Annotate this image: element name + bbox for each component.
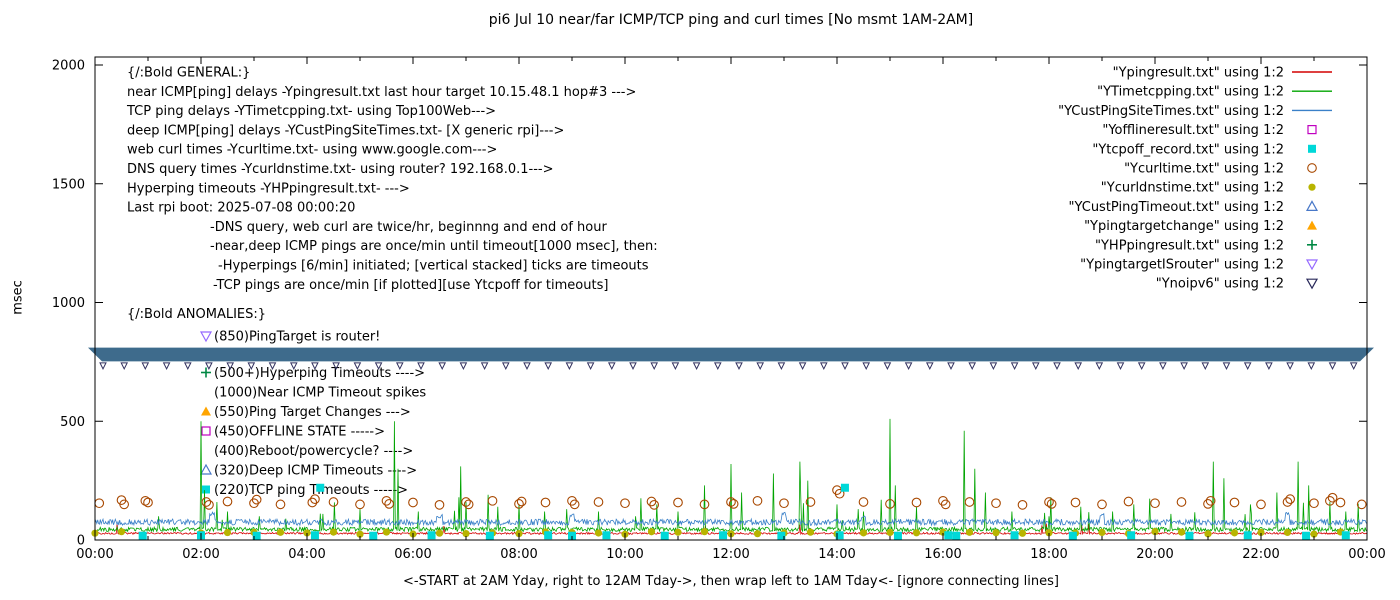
legend-item: "YHPpingresult.txt" using 1:2: [1095, 238, 1317, 253]
series-points: [91, 483, 1367, 540]
svg-text:-DNS query, web curl are twice: -DNS query, web curl are twice/hr, begin…: [210, 220, 607, 235]
svg-text:16:00: 16:00: [924, 547, 961, 562]
legend-item: "Ycurltime.txt" using 1:2: [1124, 162, 1317, 177]
svg-text:Hyperping timeouts -YHPpingres: Hyperping timeouts -YHPpingresult.txt- -…: [127, 181, 410, 196]
svg-text:02:00: 02:00: [182, 547, 219, 562]
svg-text:1500: 1500: [52, 177, 85, 192]
chart-title: pi6 Jul 10 near/far ICMP/TCP ping and cu…: [488, 12, 974, 28]
legend-item: "Ypingresult.txt" using 1:2: [1113, 66, 1332, 81]
legend-item: "Yofflineresult.txt" using 1:2: [1102, 123, 1317, 138]
legend-item: "YpingtargetISrouter" using 1:2: [1080, 258, 1319, 273]
svg-text:(550)Ping Target Changes --->: (550)Ping Target Changes --->: [214, 405, 411, 420]
svg-text:web curl times -Ycurltime.txt-: web curl times -Ycurltime.txt- using www…: [127, 143, 497, 158]
legend-item: "Ypingtargetchange" using 1:2: [1084, 219, 1317, 234]
svg-text:2000: 2000: [52, 59, 85, 74]
svg-text:"Ypingresult.txt" using 1:2: "Ypingresult.txt" using 1:2: [1113, 66, 1284, 81]
svg-text:00:00: 00:00: [76, 547, 113, 562]
svg-text:"Ycurltime.txt" using 1:2: "Ycurltime.txt" using 1:2: [1124, 162, 1284, 177]
svg-text:TCP ping delays -YTimetcpping.: TCP ping delays -YTimetcpping.txt- using…: [126, 104, 496, 119]
legend-item: "Ycurldnstime.txt" using 1:2: [1101, 181, 1316, 196]
legend-item: "YCustPingTimeout.txt" using 1:2: [1069, 200, 1319, 215]
svg-text:0: 0: [77, 534, 85, 549]
svg-text:12:00: 12:00: [712, 547, 749, 562]
legend-item: "Ynoipv6" using 1:2: [1156, 277, 1319, 292]
x-axis-label: <-START at 2AM Yday, right to 12AM Tday-…: [403, 574, 1059, 589]
svg-text:"YTimetcpping.txt" using 1:2: "YTimetcpping.txt" using 1:2: [1097, 85, 1284, 100]
svg-text:-Hyperpings [6/min] initiated;: -Hyperpings [6/min] initiated; [vertical…: [218, 259, 649, 274]
svg-text:"Ycurldnstime.txt" using 1:2: "Ycurldnstime.txt" using 1:2: [1101, 181, 1284, 196]
svg-text:500: 500: [60, 415, 85, 430]
svg-text:"YCustPingTimeout.txt" using 1: "YCustPingTimeout.txt" using 1:2: [1069, 200, 1284, 215]
legend-item: "YTimetcpping.txt" using 1:2: [1097, 85, 1332, 100]
svg-text:DNS query times -Ycurldnstime.: DNS query times -Ycurldnstime.txt- using…: [127, 162, 553, 177]
svg-text:(500+)Hyperping Timeouts ---->: (500+)Hyperping Timeouts ---->: [214, 366, 425, 381]
legend-item: "Ytcpoff_record.txt" using 1:2: [1092, 142, 1316, 157]
plot-annotations: {/:Bold GENERAL:} near ICMP[ping] delays …: [126, 66, 658, 499]
svg-text:"YpingtargetISrouter" using 1:: "YpingtargetISrouter" using 1:2: [1080, 258, 1284, 273]
svg-text:08:00: 08:00: [500, 547, 537, 562]
svg-text:1000: 1000: [52, 296, 85, 311]
svg-text:14:00: 14:00: [818, 547, 855, 562]
svg-text:"Ytcpoff_record.txt" using 1:2: "Ytcpoff_record.txt" using 1:2: [1092, 142, 1284, 157]
svg-text:(400)Reboot/powercycle? ---->: (400)Reboot/powercycle? ---->: [214, 444, 413, 459]
svg-text:00:00: 00:00: [1348, 547, 1385, 562]
svg-text:(1000)Near ICMP Timeout spikes: (1000)Near ICMP Timeout spikes: [214, 386, 426, 401]
legend-item: "YCustPingSiteTimes.txt" using 1:2: [1058, 104, 1332, 119]
noipv6-band: [88, 347, 1374, 371]
svg-text:(320)Deep ICMP Timeouts ---->: (320)Deep ICMP Timeouts ---->: [214, 464, 417, 479]
svg-text:06:00: 06:00: [394, 547, 431, 562]
axes: 00:00 02:00 04:00 06:00 08:00 10:00 12:00 14:00…: [52, 56, 1386, 562]
svg-text:"Ypingtargetchange" using 1:2: "Ypingtargetchange" using 1:2: [1084, 219, 1284, 234]
svg-text:"Ynoipv6" using 1:2: "Ynoipv6" using 1:2: [1156, 277, 1284, 292]
svg-text:{/:Bold ANOMALIES:}: {/:Bold ANOMALIES:}: [127, 307, 266, 322]
svg-text:(850)PingTarget is router!: (850)PingTarget is router!: [214, 330, 380, 345]
svg-text:near ICMP[ping] delays -Ypingr: near ICMP[ping] delays -Ypingresult.txt …: [127, 85, 636, 100]
svg-text:"Yofflineresult.txt" using 1:2: "Yofflineresult.txt" using 1:2: [1102, 123, 1284, 138]
legend: "Ypingresult.txt" using 1:2 "YTimetcpping…: [1058, 66, 1332, 292]
svg-text:20:00: 20:00: [1136, 547, 1173, 562]
svg-text:22:00: 22:00: [1242, 547, 1279, 562]
svg-text:"YHPpingresult.txt" using 1:2: "YHPpingresult.txt" using 1:2: [1095, 238, 1284, 253]
svg-text:-near,deep ICMP pings are once: -near,deep ICMP pings are once/min until…: [210, 239, 658, 254]
svg-text:04:00: 04:00: [288, 547, 325, 562]
svg-text:(450)OFFLINE STATE ----->: (450)OFFLINE STATE ----->: [214, 425, 385, 440]
svg-text:"YCustPingSiteTimes.txt" using: "YCustPingSiteTimes.txt" using 1:2: [1058, 104, 1284, 119]
svg-text:18:00: 18:00: [1030, 547, 1067, 562]
svg-text:Last rpi boot: 2025-07-08 00:0: Last rpi boot: 2025-07-08 00:00:20: [127, 201, 355, 216]
svg-text:10:00: 10:00: [606, 547, 643, 562]
svg-text:{/:Bold GENERAL:}: {/:Bold GENERAL:}: [127, 66, 250, 81]
svg-text:(220)TCP ping Timeouts ----->: (220)TCP ping Timeouts ----->: [214, 483, 408, 498]
svg-text:deep ICMP[ping] delays -YCustP: deep ICMP[ping] delays -YCustPingSiteTim…: [127, 123, 564, 138]
svg-text:-TCP pings are once/min [if pl: -TCP pings are once/min [if plotted][use…: [213, 278, 608, 293]
